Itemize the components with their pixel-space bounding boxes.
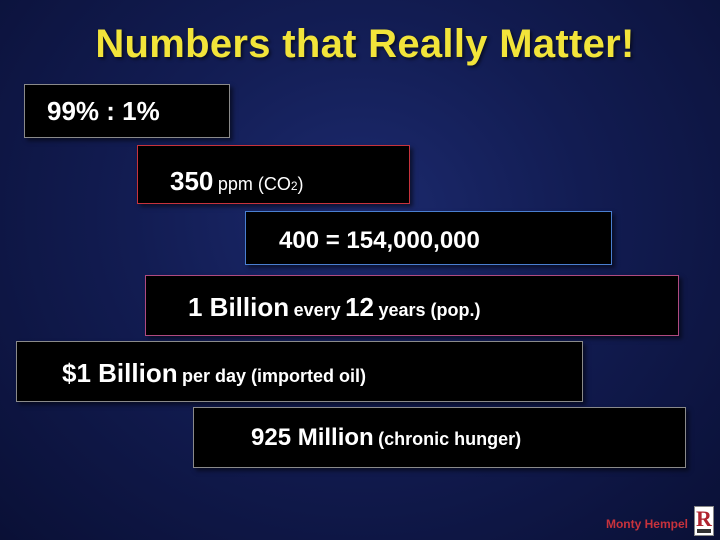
stat-box-ratio: 99% : 1% (24, 84, 230, 138)
stat-hunger-main: 925 Million (251, 424, 374, 451)
stat-box-hunger: 925 Million (chronic hunger) (193, 407, 686, 468)
stat-population-years-label: years (pop.) (378, 300, 481, 320)
stat-equation-text: 400 = 154,000,000 (279, 227, 480, 254)
stat-hunger-rest: (chronic hunger) (378, 429, 522, 449)
stat-co2-unit: ppm (CO (217, 174, 291, 194)
stat-population-line: 1 Billion every 12 years (pop.) (188, 292, 481, 323)
stat-population-every: every (293, 300, 341, 320)
stat-box-oil: $1 Billion per day (imported oil) (16, 341, 583, 402)
redlands-r-logo-icon: R (694, 506, 714, 536)
stat-co2-number: 350 (170, 166, 214, 196)
stat-box-equation: 400 = 154,000,000 (245, 211, 612, 265)
stat-population-billion: 1 Billion (188, 292, 290, 322)
slide-title: Numbers that Really Matter! (95, 22, 635, 66)
stat-box-co2: 350 ppm (CO2) (137, 145, 410, 204)
stat-co2-close: ) (297, 174, 304, 194)
stat-co2-line: 350 ppm (CO2) (170, 166, 304, 197)
stat-ratio-text: 99% : 1% (47, 96, 160, 126)
author-credit: Monty Hempel (605, 517, 688, 531)
stat-co2-subscript: 2 (290, 179, 298, 193)
stat-oil-rest: per day (imported oil) (182, 366, 367, 386)
stat-oil-main: $1 Billion (62, 358, 178, 388)
stat-hunger-line: 925 Million (chronic hunger) (251, 424, 521, 452)
stat-oil-line: $1 Billion per day (imported oil) (62, 358, 366, 389)
stat-box-population: 1 Billion every 12 years (pop.) (145, 275, 679, 336)
stat-population-years-number: 12 (345, 292, 375, 322)
